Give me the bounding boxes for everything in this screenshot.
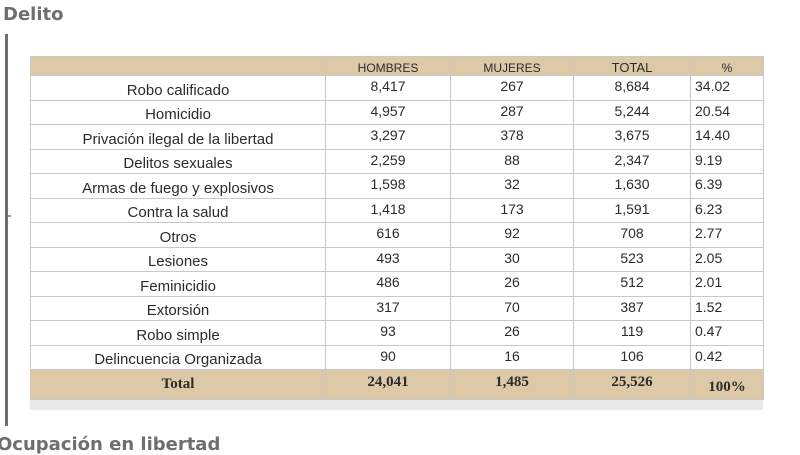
table-row: Delincuencia Organizada 90 16 106 0.42 [30, 344, 764, 370]
cell-percent: 0.42 [690, 344, 764, 370]
table-body: Robo calificado 8,417 267 8,684 34.02 Homicid… [30, 75, 764, 370]
cell-hombres: 486 [325, 271, 451, 297]
cell-percent: 9.19 [690, 148, 764, 174]
cell-delito: Homicidio [30, 99, 326, 125]
cell-total: 1,630 [573, 173, 691, 199]
cell-mujeres: 287 [450, 99, 574, 125]
cell-mujeres: 173 [450, 197, 574, 223]
table-row: Privación ilegal de la libertad 3,297 378 3… [30, 124, 764, 150]
cell-hombres: 3,297 [325, 124, 451, 150]
table-row: Feminicidio 486 26 512 2.01 [30, 271, 764, 297]
cell-percent: 2.01 [690, 271, 764, 297]
table-row: Extorsión 317 70 387 1.52 [30, 295, 764, 321]
cell-total: 1,591 [573, 197, 691, 223]
table-total-row: Total 24,041 1,485 25,526 100% [30, 369, 764, 400]
cell-delito: Armas de fuego y explosivos [30, 173, 326, 199]
cell-hombres: 1,418 [325, 197, 451, 223]
section-vertical-rule [5, 34, 8, 426]
cell-delito: Contra la salud [30, 197, 326, 223]
cell-total: 8,684 [573, 75, 691, 101]
cell-total: 512 [573, 271, 691, 297]
cell-total: 387 [573, 295, 691, 321]
total-label: Total [30, 369, 326, 400]
header-mujeres: MUJERES [450, 56, 574, 76]
cell-percent: 34.02 [690, 75, 764, 101]
total-hombres: 24,041 [325, 369, 451, 400]
total-total: 25,526 [573, 369, 691, 400]
section-rule-tick [8, 215, 11, 217]
section-heading: Delito [3, 4, 64, 25]
cell-hombres: 493 [325, 246, 451, 272]
cell-mujeres: 32 [450, 173, 574, 199]
cell-mujeres: 378 [450, 124, 574, 150]
cell-mujeres: 26 [450, 320, 574, 346]
cell-delito: Privación ilegal de la libertad [30, 124, 326, 150]
cell-percent: 2.77 [690, 222, 764, 248]
table-header-row: HOMBRES MUJERES TOTAL % [30, 56, 764, 76]
cell-percent: 14.40 [690, 124, 764, 150]
header-delito [30, 56, 326, 76]
crime-table: HOMBRES MUJERES TOTAL % Robo calificado 8… [30, 56, 764, 400]
cell-mujeres: 26 [450, 271, 574, 297]
table-row: Homicidio 4,957 287 5,244 20.54 [30, 99, 764, 125]
table-row: Robo calificado 8,417 267 8,684 34.02 [30, 75, 764, 101]
table-row: Lesiones 493 30 523 2.05 [30, 246, 764, 272]
cell-total: 708 [573, 222, 691, 248]
cell-percent: 1.52 [690, 295, 764, 321]
cell-total: 119 [573, 320, 691, 346]
table-row: Delitos sexuales 2,259 88 2,347 9.19 [30, 148, 764, 174]
header-hombres: HOMBRES [325, 56, 451, 76]
table-row: Contra la salud 1,418 173 1,591 6.23 [30, 197, 764, 223]
cell-mujeres: 70 [450, 295, 574, 321]
next-section-heading: Ocupación en libertad [0, 434, 221, 455]
cell-delito: Robo calificado [30, 75, 326, 101]
cell-hombres: 317 [325, 295, 451, 321]
cell-hombres: 4,957 [325, 99, 451, 125]
cell-total: 523 [573, 246, 691, 272]
cell-hombres: 8,417 [325, 75, 451, 101]
cell-percent: 20.54 [690, 99, 764, 125]
table-row: Robo simple 93 26 119 0.47 [30, 320, 764, 346]
cell-percent: 6.23 [690, 197, 764, 223]
cell-delito: Robo simple [30, 320, 326, 346]
cell-percent: 2.05 [690, 246, 764, 272]
cell-mujeres: 267 [450, 75, 574, 101]
cell-delito: Delitos sexuales [30, 148, 326, 174]
cell-mujeres: 92 [450, 222, 574, 248]
cell-total: 106 [573, 344, 691, 370]
cell-hombres: 90 [325, 344, 451, 370]
cell-mujeres: 30 [450, 246, 574, 272]
cell-percent: 0.47 [690, 320, 764, 346]
cell-mujeres: 88 [450, 148, 574, 174]
total-mujeres: 1,485 [450, 369, 574, 400]
cell-total: 5,244 [573, 99, 691, 125]
cell-hombres: 616 [325, 222, 451, 248]
cell-total: 2,347 [573, 148, 691, 174]
cell-delito: Delincuencia Organizada [30, 344, 326, 370]
cell-percent: 6.39 [690, 173, 764, 199]
cell-hombres: 1,598 [325, 173, 451, 199]
cell-delito: Lesiones [30, 246, 326, 272]
header-total: TOTAL [573, 56, 691, 76]
cell-hombres: 2,259 [325, 148, 451, 174]
table-row: Otros 616 92 708 2.77 [30, 222, 764, 248]
table-row: Armas de fuego y explosivos 1,598 32 1,630 6… [30, 173, 764, 199]
cell-mujeres: 16 [450, 344, 574, 370]
cell-delito: Otros [30, 222, 326, 248]
cell-total: 3,675 [573, 124, 691, 150]
cell-hombres: 93 [325, 320, 451, 346]
cell-delito: Extorsión [30, 295, 326, 321]
header-percent: % [690, 56, 764, 76]
cell-delito: Feminicidio [30, 271, 326, 297]
total-percent: 100% [690, 369, 764, 400]
